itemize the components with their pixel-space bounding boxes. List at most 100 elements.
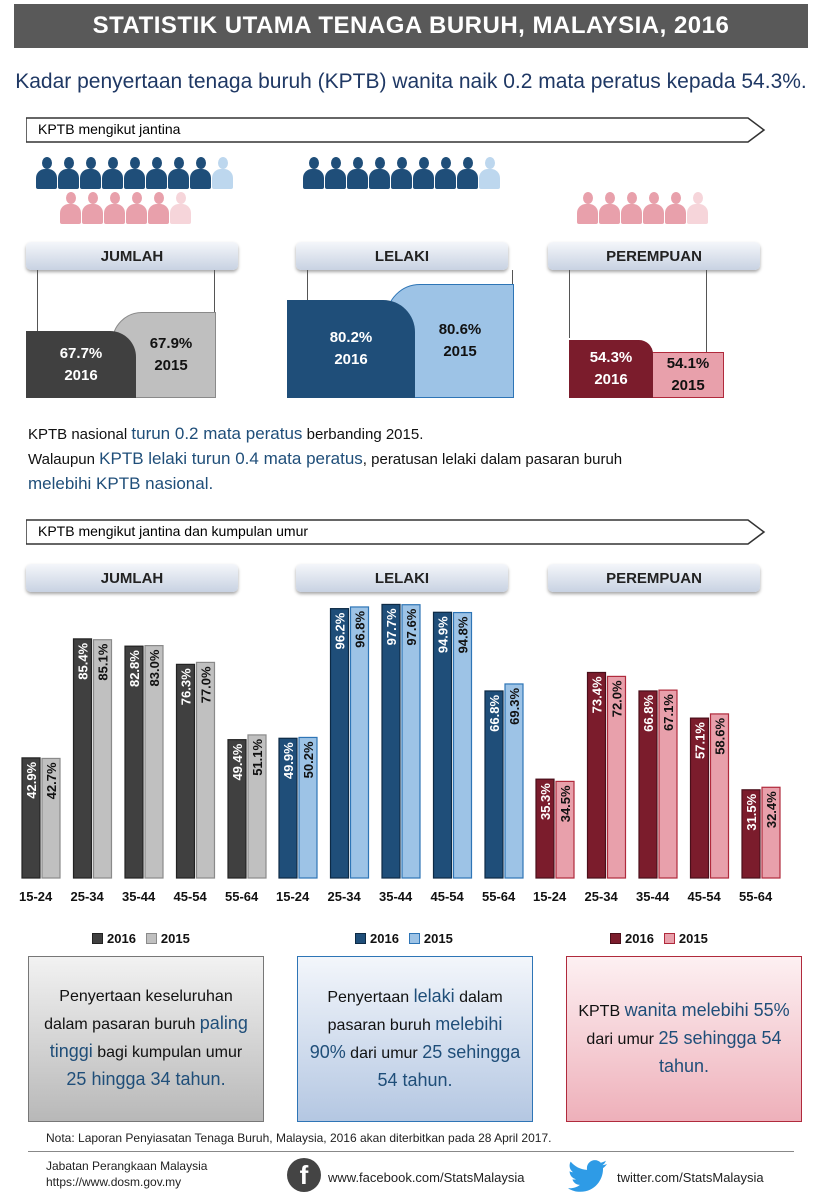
legend-label: 2016 <box>370 931 399 946</box>
person-icon <box>170 190 191 226</box>
bar-label: 94.9% <box>436 616 451 653</box>
bar-label: 85.1% <box>96 643 111 680</box>
bar-jumlah-45-54-2015 <box>195 661 216 879</box>
person-icon <box>303 155 324 191</box>
rate-year: 2016 <box>334 351 368 368</box>
text: bagi kumpulan umur <box>92 1044 243 1061</box>
highlight: paling tinggi <box>49 1013 248 1061</box>
x-tick-label: 35-44 <box>379 889 413 904</box>
person-icon <box>58 155 79 191</box>
person-icon <box>212 155 233 191</box>
facebook-link[interactable]: www.facebook.com/StatsMalaysia <box>328 1170 525 1185</box>
rate-value: 80.6% <box>438 321 482 338</box>
legend-jumlah: 2016 2015 <box>92 931 196 946</box>
legend-label: 2015 <box>678 931 708 946</box>
x-tick-label: 35-44 <box>122 889 156 904</box>
text: KPTB nasional <box>28 426 132 443</box>
footer-divider <box>28 1151 794 1152</box>
bar-label: 96.2% <box>333 612 348 649</box>
legend-label: 2016 <box>625 931 654 946</box>
text: dalam pasaran buruh <box>327 989 503 1034</box>
text: , peratusan lelaki dalam pasaran buruh <box>362 451 623 468</box>
bar-lelaki-25-34-2015 <box>349 606 370 879</box>
subtitle: Kadar penyertaan tenaga buruh (KPTB) wan… <box>15 70 807 93</box>
rate-year: 2015 <box>154 357 188 374</box>
legend-swatch <box>92 933 103 944</box>
bar-perempuan-25-34-2015 <box>606 675 627 879</box>
person-icon <box>347 155 368 191</box>
age-group-charts: 42.9% 42.7% 85.4% 85.1% 82.8% 83.0% 76.3% 77.0%… <box>21 603 781 879</box>
rate-tag-female-2016: 54.3% 2016 <box>569 340 653 398</box>
x-tick-label: 15-24 <box>276 889 310 904</box>
bar-perempuan-15-24-2016 <box>535 778 555 879</box>
x-tick-label: 45-54 <box>430 889 464 904</box>
rate-tag-total-2016: 67.7% 2016 <box>26 331 136 398</box>
bar-label: 49.9% <box>281 742 296 779</box>
rate-year: 2016 <box>594 371 628 388</box>
person-icon <box>325 155 346 191</box>
rate-year: 2016 <box>64 366 98 384</box>
bar-perempuan-55-64-2015 <box>761 786 781 879</box>
highlight: melebihi KPTB nasional. <box>28 474 214 493</box>
bar-label: 82.8% <box>127 650 142 687</box>
rate-value: 54.3% <box>589 349 633 366</box>
highlight: 25 sehingga 54 tahun. <box>377 1042 521 1090</box>
person-icon <box>126 190 147 226</box>
text: Penyertaan keseluruhan dalam pasaran bur… <box>44 988 233 1033</box>
twitter-icon[interactable] <box>568 1160 608 1192</box>
female-icons-female <box>577 190 708 226</box>
bar-label: 97.7% <box>384 608 399 645</box>
header-total: JUMLAH <box>26 242 238 270</box>
person-icon <box>369 155 390 191</box>
person-icon <box>643 190 664 226</box>
person-icon <box>457 155 478 191</box>
male-icons-male <box>303 155 500 191</box>
connector-line <box>214 270 215 312</box>
bar-label: 49.4% <box>230 743 245 780</box>
connector-line <box>706 270 707 352</box>
person-icon <box>391 155 412 191</box>
bar-label: 97.6% <box>404 608 419 645</box>
bar-perempuan-15-24-2015 <box>555 780 575 879</box>
bar-label: 51.1% <box>250 738 265 775</box>
bar-perempuan-25-34-2016 <box>586 671 607 879</box>
banner-title: STATISTIK UTAMA TENAGA BURUH, MALAYSIA, … <box>92 12 730 39</box>
highlight: melebihi 90% <box>309 1014 503 1062</box>
text: dari umur <box>586 1031 659 1048</box>
x-tick-label: 45-54 <box>173 889 207 904</box>
bar-label: 72.0% <box>610 680 625 717</box>
text: berbanding 2015. <box>302 426 424 443</box>
x-tick-label: 45-54 <box>687 889 721 904</box>
rate-tag-female-2015: 54.1% 2015 <box>640 352 724 398</box>
x-tick-label: 25-34 <box>584 889 618 904</box>
legend-swatch <box>663 933 675 944</box>
footnote: Nota: Laporan Penyiasatan Tenaga Buruh, … <box>46 1131 552 1145</box>
rate-value: 54.1% <box>666 355 710 372</box>
bar-label: 77.0% <box>199 666 214 703</box>
highlight: turun 0.2 mata peratus <box>131 424 303 443</box>
legend-lelaki: 2016 2015 <box>355 931 459 946</box>
bar-label: 66.8% <box>641 695 656 732</box>
twitter-link[interactable]: twitter.com/StatsMalaysia <box>617 1170 764 1185</box>
text: Walaupun <box>28 451 100 468</box>
person-icon <box>60 190 81 226</box>
bar-jumlah-25-34-2015 <box>92 639 113 879</box>
connector-line <box>569 270 570 338</box>
org-url[interactable]: https://www.dosm.gov.my <box>46 1175 182 1189</box>
text: KPTB <box>578 1003 625 1020</box>
person-icon <box>577 190 598 226</box>
highlight: wanita melebihi 55% <box>624 1000 790 1020</box>
legend-swatch <box>408 933 420 944</box>
legend-label: 2016 <box>107 931 136 946</box>
person-icon <box>146 155 167 191</box>
highlight: 25 hingga 34 tahun. <box>66 1069 226 1089</box>
note-total: Penyertaan keseluruhan dalam pasaran bur… <box>28 956 264 1122</box>
facebook-icon[interactable]: f <box>287 1158 321 1192</box>
bar-label: 73.4% <box>590 676 605 713</box>
bar-label: 76.3% <box>179 668 194 705</box>
highlight: 25 sehingga 54 tahun. <box>658 1028 782 1076</box>
bar-label: 67.1% <box>661 694 676 731</box>
header-male: LELAKI <box>296 564 508 592</box>
bar-label: 34.5% <box>558 785 573 822</box>
connector-line <box>37 270 38 332</box>
